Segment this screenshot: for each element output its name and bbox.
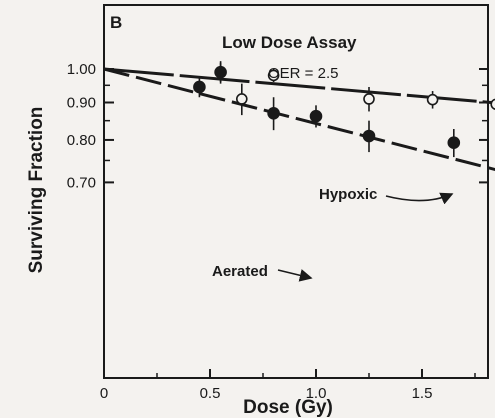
hypoxic-arrow — [385, 192, 454, 205]
aerated-arrow — [277, 269, 313, 282]
x-tick-label: 1.0 — [306, 385, 327, 402]
x-axis-ticks: 00.51.01.52.02.53.0 — [100, 369, 476, 402]
aerated-fit-line — [103, 67, 495, 172]
hypoxic-data-point — [267, 69, 280, 82]
y-tick-label: 1.00 — [67, 61, 96, 78]
y-tick-label: 0.80 — [67, 132, 96, 149]
hypoxic-fit-line — [103, 67, 495, 105]
y-tick-label: 0.70 — [67, 174, 96, 191]
x-axis-title: Dose (Gy) — [243, 397, 333, 418]
aerated-data-point — [267, 106, 280, 120]
hypoxic-annotation: Hypoxic — [319, 186, 377, 203]
hypoxic-data-point — [363, 93, 375, 105]
aerated-data-point — [362, 129, 376, 143]
y-axis-title: Surviving Fraction — [26, 107, 47, 274]
aerated-data-point — [309, 109, 323, 123]
aerated-annotation: Aerated — [212, 263, 268, 280]
x-tick-label: 0 — [100, 385, 108, 402]
aerated-data-point — [214, 65, 227, 79]
hypoxic-data-point — [490, 98, 495, 110]
chart-subtitle: OER = 2.5 — [268, 65, 338, 82]
chart-title: Low Dose Assay — [222, 33, 357, 52]
data-points — [193, 61, 495, 158]
x-tick-label: 0.5 — [200, 385, 221, 402]
hypoxic-data-point — [426, 93, 439, 106]
fit-lines — [103, 67, 495, 172]
panel-label: B — [110, 13, 122, 32]
aerated-data-point — [193, 80, 206, 94]
y-tick-label: 0.90 — [67, 94, 96, 111]
aerated-data-point — [447, 136, 461, 150]
x-tick-label: 1.5 — [412, 385, 433, 402]
plot-frame — [103, 4, 489, 379]
hypoxic-data-point — [236, 93, 248, 105]
